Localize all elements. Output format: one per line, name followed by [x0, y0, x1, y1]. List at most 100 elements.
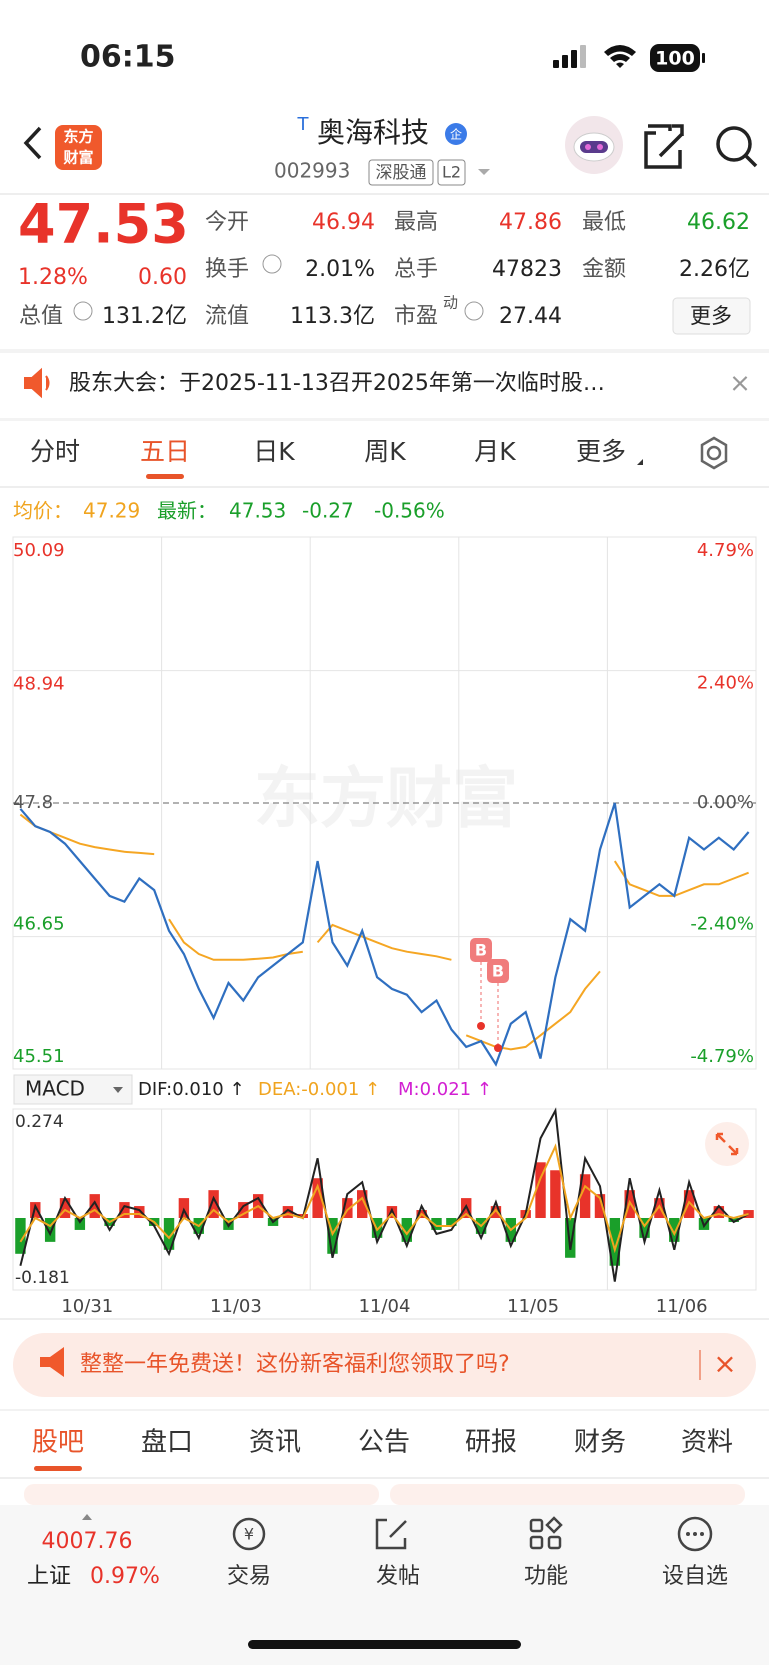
field-sup: 动 — [443, 294, 458, 312]
last-label: 最新： — [157, 499, 217, 523]
chart-tab[interactable]: 五日 — [140, 437, 190, 466]
section-tab[interactable]: 盘口 — [141, 1428, 193, 1458]
macd-bar — [669, 1217, 680, 1242]
y-tick-label: -0.181 — [15, 1268, 70, 1288]
chart-tab[interactable]: 分时 — [30, 437, 80, 466]
card-preview — [24, 1484, 379, 1505]
stock-code: 002993 — [274, 159, 350, 183]
watermark: 东方财富 — [254, 760, 518, 837]
macd-bar — [208, 1190, 219, 1218]
avg-line — [465, 970, 601, 1051]
dif-line — [19, 1107, 750, 1282]
expand-button[interactable] — [705, 1122, 749, 1166]
macd-bar — [59, 1198, 71, 1218]
chart-tab[interactable]: 更多 — [576, 437, 626, 466]
field-value: 2.01% — [305, 257, 375, 282]
settings-button[interactable] — [700, 436, 728, 470]
field-label: 流值 — [205, 304, 249, 329]
search-button[interactable] — [716, 126, 758, 168]
y2-tick-label: 4.79% — [697, 540, 754, 561]
section-tab[interactable]: 公告 — [358, 1428, 410, 1458]
info-icon[interactable] — [464, 301, 484, 321]
macd-bar — [490, 1206, 502, 1218]
trade-marker-label: B — [475, 941, 487, 960]
field-label: 最高 — [394, 210, 438, 235]
macd-bar — [594, 1194, 606, 1218]
indicator-value: DIF:0.010 ↑ — [138, 1079, 245, 1100]
field-label: 总值 — [19, 304, 63, 329]
index-name: 上证 — [27, 1564, 71, 1589]
macd-bar — [446, 1217, 457, 1226]
assistant-avatar[interactable] — [565, 116, 623, 174]
notice-text[interactable]: 股东大会：于2025-11-13召开2025年第一次临时股… — [69, 371, 605, 396]
macd-bar — [535, 1162, 546, 1218]
speaker-icon — [24, 367, 50, 399]
banner-text[interactable]: 整整一年免费送！这份新客福利您领取了吗? — [80, 1352, 510, 1377]
nav-label[interactable]: 发帖 — [376, 1564, 420, 1589]
nav-label[interactable]: 功能 — [524, 1564, 568, 1589]
macd-bar — [74, 1217, 86, 1230]
more-label: 更多 — [690, 304, 732, 328]
nav-icons — [232, 1516, 713, 1552]
section-tab[interactable]: 资讯 — [249, 1428, 301, 1458]
status-time: 06:15 — [80, 40, 176, 75]
divider — [0, 418, 769, 421]
field-value: 2.26亿 — [679, 257, 750, 282]
section-tab[interactable]: 股吧 — [32, 1428, 84, 1458]
trade-marker — [487, 959, 509, 983]
notice-close[interactable]: × — [729, 369, 751, 399]
indicator-select[interactable] — [13, 1074, 133, 1105]
macd-bar — [728, 1217, 739, 1222]
macd-bar — [282, 1206, 294, 1218]
macd-bar — [342, 1198, 353, 1218]
info-icon[interactable] — [262, 254, 282, 274]
app-logo[interactable] — [55, 125, 102, 170]
share-button[interactable] — [644, 124, 684, 169]
promo-banner[interactable] — [13, 1333, 756, 1397]
section-tab[interactable]: 财务 — [574, 1428, 626, 1458]
macd-frame — [12, 1108, 757, 1291]
last-change-pct: -0.56% — [374, 499, 445, 523]
more-button[interactable] — [672, 297, 751, 335]
up-caret — [82, 1514, 92, 1520]
dropdown-caret — [113, 1087, 123, 1093]
field-value: 47.86 — [499, 210, 562, 235]
dropdown-caret[interactable] — [478, 169, 490, 175]
change: 0.60 — [138, 265, 187, 290]
field-label: 总手 — [394, 257, 438, 282]
bottom-nav — [0, 1505, 769, 1665]
avg-line — [19, 813, 155, 856]
banner-close[interactable]: × — [713, 1347, 736, 1380]
section-tab[interactable]: 研报 — [465, 1428, 517, 1458]
x-tick-label: 11/03 — [210, 1296, 262, 1317]
macd-bar — [312, 1178, 323, 1218]
chart-tab[interactable]: 周K — [364, 437, 406, 466]
field-label: 最低 — [582, 210, 626, 235]
nav-icon-glyph: ¥ — [244, 1525, 254, 1544]
macd-bar — [550, 1170, 561, 1218]
back-button[interactable] — [23, 126, 42, 160]
indicator-value: DEA:-0.001 ↑ — [258, 1079, 380, 1100]
chart-tab[interactable]: 月K — [474, 437, 516, 466]
macd-bar — [639, 1217, 650, 1238]
home-indicator — [248, 1640, 521, 1649]
nav-label[interactable]: 设自选 — [662, 1564, 728, 1589]
field-value: 113.3亿 — [290, 304, 375, 329]
avg-line — [316, 923, 452, 961]
info-icon[interactable] — [73, 301, 93, 321]
macd-bar — [89, 1194, 100, 1218]
change-pct: 1.28% — [18, 265, 88, 290]
field-label: 市盈 — [394, 304, 438, 329]
x-tick-label: 11/05 — [507, 1296, 559, 1317]
nav-label[interactable]: 交易 — [227, 1564, 271, 1589]
macd-bar — [238, 1202, 249, 1218]
section-tab[interactable]: 资料 — [681, 1428, 733, 1458]
field-value: 46.94 — [312, 210, 375, 235]
y-tick-label: 50.09 — [13, 540, 65, 561]
chart-tab[interactable]: 日K — [253, 437, 295, 466]
market: 深股通 — [376, 163, 427, 183]
index-value[interactable]: 4007.76 — [42, 1529, 133, 1554]
macd-bar — [401, 1217, 412, 1242]
y-tick-label: 46.65 — [13, 914, 65, 935]
